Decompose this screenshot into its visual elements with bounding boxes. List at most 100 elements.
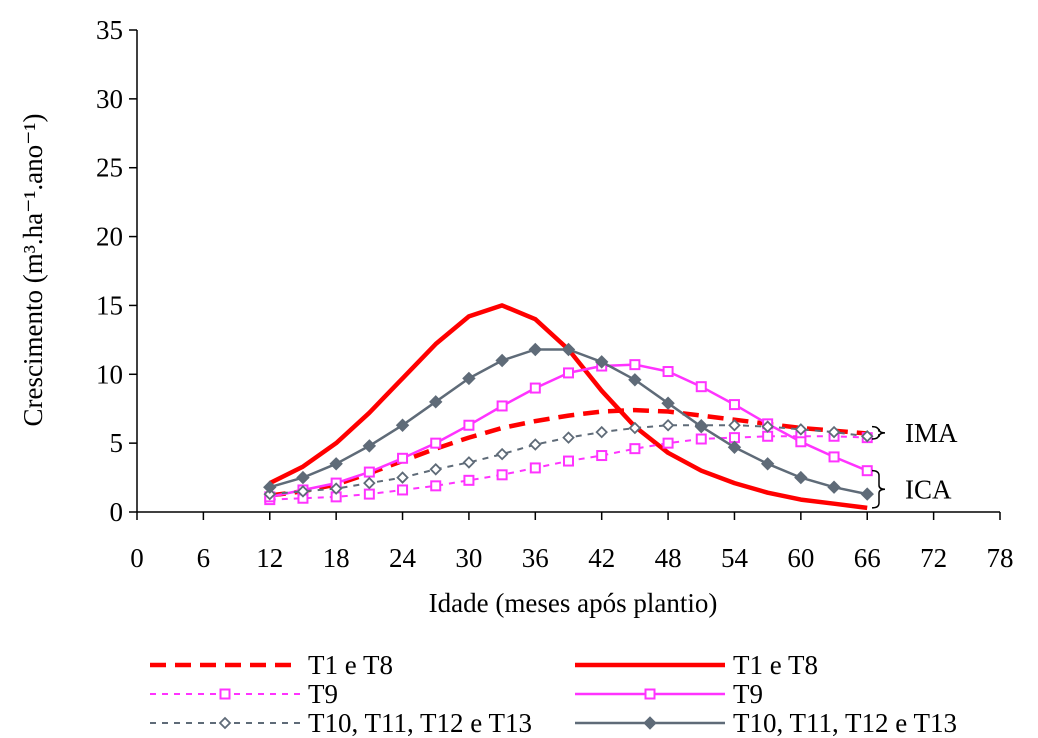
series-line xyxy=(269,363,868,499)
legend-label: T9 xyxy=(308,679,338,709)
chart-ticks: 0 5 10 15 20 25 30 35 0 6 12 18 24 30 36 42 48 54 60 66 72 78 xyxy=(96,15,1014,573)
data-point xyxy=(429,463,443,476)
data-point xyxy=(794,423,808,436)
legend-label: T1 e T8 xyxy=(308,650,393,680)
y-tick-label: 5 xyxy=(110,428,124,458)
data-point xyxy=(728,418,741,432)
series-3 xyxy=(264,359,873,503)
data-point xyxy=(296,485,310,498)
x-axis-title: Idade (meses após plantio) xyxy=(429,588,718,618)
data-point xyxy=(296,470,310,485)
series-line xyxy=(268,303,868,511)
data-point xyxy=(562,431,575,444)
data-point xyxy=(661,418,675,432)
legend-label: T1 e T8 xyxy=(733,650,818,680)
legend-marker xyxy=(219,688,231,700)
data-point xyxy=(329,457,343,471)
data-point xyxy=(695,433,707,445)
data-point xyxy=(363,476,376,490)
data-point xyxy=(430,437,442,449)
legend-item: T9 xyxy=(575,679,763,709)
x-tick-label: 66 xyxy=(854,543,881,573)
annotation-label: ICA xyxy=(905,474,952,504)
data-point xyxy=(629,443,641,455)
y-tick-label: 10 xyxy=(96,359,123,389)
data-point xyxy=(695,381,707,393)
data-point xyxy=(661,396,675,410)
data-point xyxy=(362,439,377,453)
data-point xyxy=(395,418,410,432)
data-point xyxy=(430,480,442,492)
data-point xyxy=(761,420,774,433)
data-point xyxy=(363,488,375,500)
legend-item: T1 e T8 xyxy=(575,650,818,680)
y-tick-label: 25 xyxy=(96,153,123,183)
data-point xyxy=(463,474,475,486)
x-tick-label: 12 xyxy=(256,543,283,573)
data-point xyxy=(496,469,508,481)
data-point xyxy=(462,371,476,386)
legend-marker xyxy=(644,688,656,700)
legend-label: T10, T11, T12 e T13 xyxy=(308,708,532,738)
x-tick-label: 30 xyxy=(455,543,482,573)
chart-series xyxy=(263,303,874,511)
series-5 xyxy=(263,342,874,501)
data-point xyxy=(628,421,642,435)
data-point xyxy=(860,487,874,501)
x-tick-label: 0 xyxy=(130,543,144,573)
chart-axes xyxy=(136,30,1000,513)
data-point xyxy=(463,419,475,431)
data-point xyxy=(827,425,841,439)
legend-item: T10, T11, T12 e T13 xyxy=(150,708,532,738)
y-tick-label: 20 xyxy=(96,222,123,252)
series-2 xyxy=(264,430,873,506)
x-tick-label: 60 xyxy=(787,543,814,573)
x-tick-label: 54 xyxy=(721,543,749,573)
legend-item: T10, T11, T12 e T13 xyxy=(575,708,957,738)
y-tick-label: 15 xyxy=(96,290,123,320)
data-point xyxy=(760,457,775,471)
data-point xyxy=(329,482,343,495)
annotation-brace xyxy=(871,469,886,509)
legend-marker xyxy=(643,716,657,730)
data-point xyxy=(496,400,508,412)
data-point xyxy=(495,447,509,461)
data-point xyxy=(529,382,541,394)
data-point xyxy=(861,465,873,477)
data-point xyxy=(596,450,608,462)
data-point xyxy=(561,342,576,357)
legend-label: T9 xyxy=(733,679,763,709)
legend-item: T9 xyxy=(150,679,338,709)
x-tick-label: 6 xyxy=(197,543,211,573)
data-point xyxy=(397,452,409,464)
x-tick-label: 36 xyxy=(522,543,549,573)
data-point xyxy=(563,367,574,379)
annotation-brace xyxy=(871,425,886,440)
data-point xyxy=(628,373,642,387)
data-point xyxy=(727,440,742,454)
data-point xyxy=(429,395,443,409)
data-point xyxy=(263,487,277,501)
data-point xyxy=(529,438,542,451)
data-point xyxy=(827,480,841,494)
data-point xyxy=(396,471,409,484)
data-point xyxy=(860,429,874,443)
data-point xyxy=(263,480,277,494)
legend-marker xyxy=(218,716,232,730)
data-point xyxy=(595,425,608,439)
y-tick-label: 0 xyxy=(110,497,124,527)
data-point xyxy=(529,462,541,474)
y-tick-label: 35 xyxy=(96,15,123,45)
data-point xyxy=(728,399,740,411)
data-point xyxy=(794,470,808,485)
data-point xyxy=(397,484,409,496)
x-tick-label: 18 xyxy=(323,543,350,573)
x-tick-label: 48 xyxy=(655,543,682,573)
data-point xyxy=(495,353,509,368)
x-tick-label: 42 xyxy=(588,543,615,573)
data-point xyxy=(795,436,807,448)
data-point xyxy=(662,366,674,378)
data-point xyxy=(594,355,609,369)
